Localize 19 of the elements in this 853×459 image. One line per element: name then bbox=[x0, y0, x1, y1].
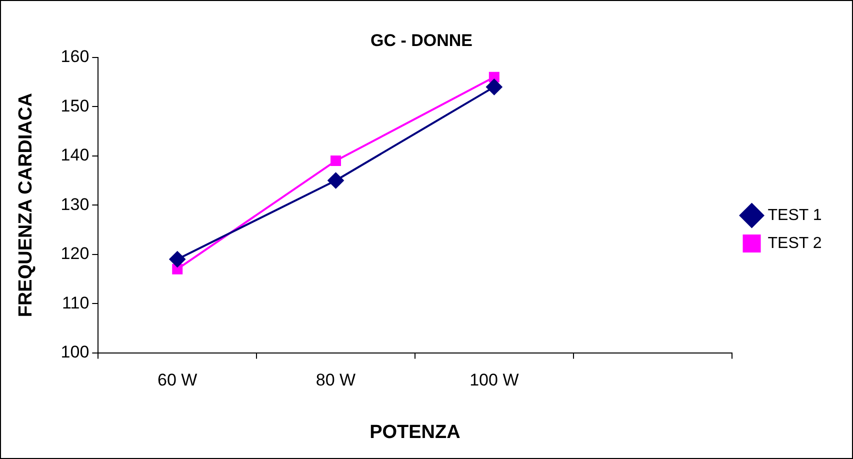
y-tick-label: 130 bbox=[60, 194, 90, 214]
x-tick-label: 100 W bbox=[470, 370, 519, 390]
x-axis-title: POTENZA bbox=[370, 422, 461, 443]
point bbox=[169, 251, 186, 268]
point bbox=[330, 156, 342, 166]
y-tick-label: 110 bbox=[62, 293, 90, 312]
point bbox=[328, 172, 344, 188]
y-tick-label: 120 bbox=[60, 244, 90, 264]
y-tick-label: 140 bbox=[60, 146, 90, 165]
y-tick-label: 150 bbox=[60, 96, 90, 116]
y-tick-label: 160 bbox=[60, 47, 90, 66]
legend-label: TEST 2 bbox=[768, 234, 822, 252]
y-axis-title: FREQUENZA CARDIACA bbox=[16, 92, 37, 318]
point bbox=[486, 78, 502, 95]
legend-label: TEST 1 bbox=[768, 206, 822, 224]
x-tick-label: 80 W bbox=[316, 370, 356, 390]
y-tick-label: 100 bbox=[60, 342, 90, 362]
chart-title: GC - DONNE bbox=[370, 30, 472, 50]
x-tick-label: 60 W bbox=[158, 370, 198, 390]
